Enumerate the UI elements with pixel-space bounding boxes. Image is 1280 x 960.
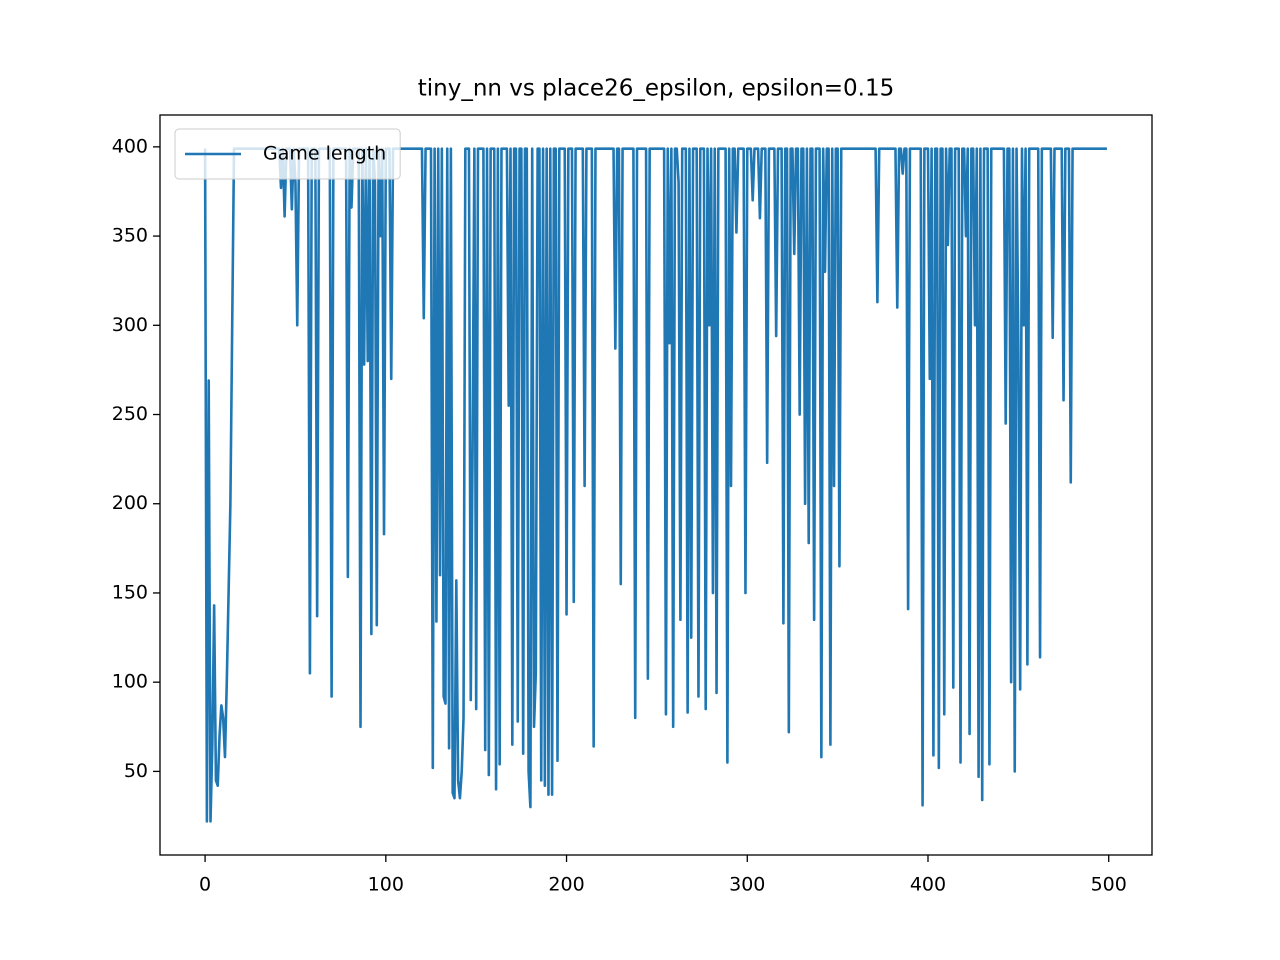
chart-title: tiny_nn vs place26_epsilon, epsilon=0.15 [418,76,895,102]
y-tick-label: 150 [112,581,148,603]
y-tick-label: 300 [112,314,148,336]
y-tick-label: 50 [124,760,148,782]
x-tick-label: 200 [548,874,584,896]
y-tick-label: 250 [112,403,148,425]
x-tick-label: 100 [368,874,404,896]
axes-frame [159,114,1153,856]
legend: Game length [174,128,401,180]
x-tick-label: 400 [910,874,946,896]
x-tick-label: 300 [729,874,765,896]
y-tick-label: 200 [112,492,148,514]
legend-box [174,128,401,180]
y-tick-label: 100 [112,671,148,693]
y-tick-label: 350 [112,225,148,247]
x-tick-label: 500 [1091,874,1127,896]
y-tick-label: 400 [112,135,148,157]
x-tick-label: 0 [199,874,211,896]
data-line [203,147,1107,823]
legend-label: Game length [263,143,386,165]
